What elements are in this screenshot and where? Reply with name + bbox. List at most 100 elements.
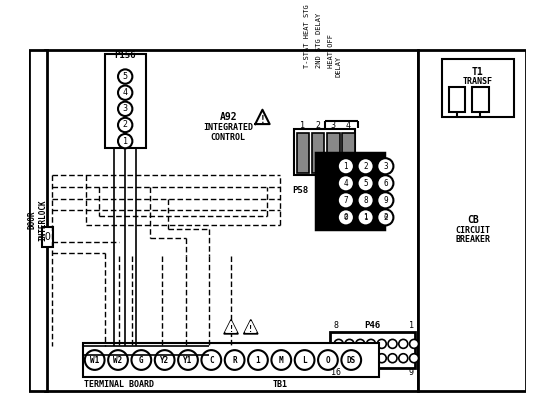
Text: 1: 1 (343, 162, 348, 171)
Circle shape (155, 350, 175, 370)
Circle shape (388, 354, 397, 363)
Text: BREAKER: BREAKER (456, 235, 491, 244)
Text: DS: DS (347, 356, 356, 365)
Text: 4: 4 (346, 121, 351, 130)
Text: TERMINAL BOARD: TERMINAL BOARD (84, 380, 154, 389)
Text: CB: CB (468, 215, 479, 225)
Text: !: ! (259, 115, 265, 124)
Text: 5: 5 (363, 179, 368, 188)
Circle shape (338, 192, 354, 209)
Circle shape (357, 158, 374, 174)
Circle shape (377, 192, 393, 209)
Circle shape (248, 350, 268, 370)
Circle shape (118, 102, 132, 116)
Circle shape (334, 339, 343, 348)
Polygon shape (224, 320, 238, 334)
Text: A92: A92 (219, 112, 237, 122)
Circle shape (338, 175, 354, 191)
Text: 3: 3 (383, 162, 388, 171)
Text: INTEGRATED: INTEGRATED (203, 123, 253, 132)
Text: 9: 9 (383, 196, 388, 205)
Circle shape (345, 354, 354, 363)
Circle shape (409, 354, 418, 363)
Circle shape (225, 350, 244, 370)
Circle shape (356, 354, 365, 363)
Text: DOOR
INTERLOCK: DOOR INTERLOCK (28, 199, 47, 241)
Bar (45, 50, 418, 391)
Circle shape (295, 350, 315, 370)
Circle shape (357, 192, 374, 209)
Text: R: R (232, 356, 237, 365)
Circle shape (118, 85, 132, 100)
Circle shape (108, 350, 128, 370)
Text: CIRCUIT: CIRCUIT (456, 226, 491, 235)
Text: C: C (209, 356, 214, 365)
Bar (83, 343, 379, 377)
Circle shape (377, 354, 386, 363)
Circle shape (399, 354, 408, 363)
Text: TB1: TB1 (273, 380, 288, 389)
Bar (418, 50, 526, 391)
Text: Y2: Y2 (160, 356, 170, 365)
Circle shape (118, 70, 132, 84)
Text: O: O (326, 356, 330, 365)
Text: W1: W1 (90, 356, 99, 365)
Circle shape (202, 350, 221, 370)
Circle shape (357, 209, 374, 226)
Text: 1: 1 (255, 356, 260, 365)
Circle shape (377, 209, 393, 226)
Text: T-STAT HEAT STG: T-STAT HEAT STG (304, 4, 310, 68)
Text: 3: 3 (331, 121, 336, 130)
Circle shape (399, 339, 408, 348)
Text: 8: 8 (334, 320, 338, 329)
Circle shape (341, 350, 361, 370)
Bar (42, 227, 53, 247)
Text: 9: 9 (409, 368, 414, 377)
Circle shape (271, 350, 291, 370)
Circle shape (377, 158, 393, 174)
Text: 1: 1 (409, 320, 414, 329)
Text: 2ND STG DELAY: 2ND STG DELAY (316, 12, 322, 68)
Bar (296, 133, 309, 173)
Bar (449, 87, 465, 113)
Polygon shape (255, 110, 270, 124)
Circle shape (409, 339, 418, 348)
Circle shape (356, 339, 365, 348)
Bar (473, 87, 489, 113)
Text: 1: 1 (300, 121, 305, 130)
Text: W2: W2 (114, 356, 122, 365)
Circle shape (377, 339, 386, 348)
Text: 2: 2 (363, 162, 368, 171)
Polygon shape (244, 320, 258, 334)
Text: 4: 4 (343, 179, 348, 188)
Text: 1: 1 (363, 214, 368, 220)
Bar (105, 54, 146, 148)
Text: 6: 6 (383, 179, 388, 188)
Text: P58: P58 (292, 186, 308, 195)
Text: P156: P156 (115, 51, 136, 60)
Text: 0: 0 (383, 214, 387, 220)
Circle shape (367, 354, 376, 363)
Circle shape (345, 339, 354, 348)
Text: CONTROL: CONTROL (211, 133, 246, 142)
Text: M: M (279, 356, 284, 365)
Text: Y1: Y1 (183, 356, 193, 365)
Text: 3: 3 (122, 104, 127, 113)
Circle shape (118, 118, 132, 132)
Text: L: L (302, 356, 307, 365)
Circle shape (357, 175, 374, 191)
Text: 2: 2 (316, 121, 321, 130)
Circle shape (338, 158, 354, 174)
Text: 2: 2 (343, 214, 348, 220)
Text: T1: T1 (472, 67, 484, 77)
Text: DELAY: DELAY (336, 55, 342, 77)
Text: 1: 1 (122, 137, 127, 146)
Text: 8: 8 (363, 196, 368, 205)
Polygon shape (245, 322, 256, 332)
Circle shape (131, 350, 151, 370)
Circle shape (118, 134, 132, 148)
Circle shape (377, 175, 393, 191)
Text: P46: P46 (365, 320, 381, 329)
Text: O: O (44, 232, 50, 242)
Bar (342, 133, 355, 173)
